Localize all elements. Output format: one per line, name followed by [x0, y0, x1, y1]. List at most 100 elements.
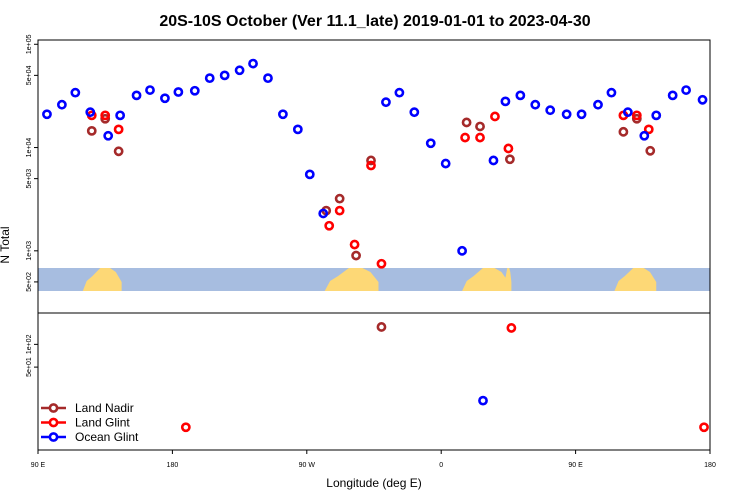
ocean-glint-point [145, 85, 155, 95]
ocean-glint-point [219, 70, 230, 81]
chart-title: 20S-10S October (Ver 11.1_late) 2019-01-… [159, 13, 590, 30]
ocean-glint-point [478, 395, 488, 406]
ocean-glint-point [651, 110, 662, 121]
land-mass-4 [614, 268, 657, 291]
land-nadir-point [475, 121, 485, 132]
land-glint-point [180, 422, 191, 433]
y-tick-label: 5e+01 [26, 357, 33, 377]
ocean-glint-point [488, 155, 499, 166]
land-nadir-point [461, 117, 472, 128]
x-axis-label: Longitude (deg E) [326, 476, 421, 490]
x-tick-label: 180 [167, 462, 179, 469]
land-glint-point [349, 239, 360, 250]
ocean-glint-point [697, 94, 708, 105]
ocean-glint-point [381, 97, 391, 108]
ocean-glint-point [576, 109, 587, 120]
ocean-glint-point [42, 109, 52, 120]
land-glint-point [366, 160, 376, 171]
ocean-glint-point [409, 107, 420, 118]
y-tick-label: 1e+04 [26, 138, 33, 158]
ocean-glint-point [115, 110, 126, 121]
x-tick-label: 90 E [568, 462, 583, 469]
land-glint-point [699, 422, 709, 433]
ocean-glint-point [278, 109, 288, 120]
land-glint-point [460, 132, 470, 143]
ocean-glint-point [681, 85, 692, 95]
ocean-glint-point [292, 124, 303, 135]
land-mass-2 [462, 268, 509, 291]
ocean-glint-point [160, 93, 170, 104]
y-tick-label: 5e+02 [26, 272, 33, 292]
land-glint-point [334, 205, 345, 216]
land-glint-point [506, 323, 517, 333]
ocean-glint-point [304, 169, 315, 180]
land-nadir-point [645, 145, 656, 156]
y-tick-label: 1e+02 [26, 334, 33, 354]
x-axis: 90 E 180 90 W 0 90 E 180 [31, 450, 716, 469]
ocean-glint-point [561, 109, 572, 120]
land-nadir-point [366, 155, 376, 166]
ocean-glint-point [394, 87, 405, 98]
land-nadir-point [618, 126, 629, 137]
land-glint-point [376, 258, 387, 269]
land-mass-1 [324, 268, 379, 291]
land-nadir-point [504, 154, 515, 165]
land-nadir-point [113, 146, 124, 157]
ocean-glint-point [318, 208, 329, 219]
legend-marker-land-glint [48, 417, 59, 428]
land-glint-point [475, 132, 485, 143]
ocean-glint-point [248, 58, 258, 69]
land-glint-point [490, 111, 500, 122]
y-tick-label: 1e+05 [26, 34, 33, 54]
legend-label-ocean-glint: Ocean Glint [75, 430, 139, 444]
bottom-panel: 5e+01 1e+02 [26, 312, 711, 451]
land-nadir-point [86, 125, 97, 136]
land-mass-3 [503, 268, 512, 291]
land-nadir-point [100, 113, 111, 124]
legend-marker-ocean-glint [48, 432, 59, 442]
ocean-glint-point [593, 99, 603, 110]
top-panel-points [42, 58, 708, 269]
land-glint-point [324, 220, 335, 231]
ocean-glint-point [56, 99, 67, 110]
ocean-glint-point [103, 130, 114, 141]
ocean-glint-point [622, 107, 633, 118]
ocean-glint-point [234, 65, 245, 76]
ocean-glint-point [131, 90, 142, 101]
legend-marker-land-nadir [48, 403, 59, 413]
x-tick-label: 180 [704, 462, 716, 469]
y-tick-label: 5e+03 [26, 169, 33, 189]
ocean-glint-point [263, 73, 273, 84]
land-strip [82, 268, 657, 291]
land-glint-point [643, 124, 654, 135]
bottom-y-axis: 5e+01 1e+02 [26, 334, 38, 377]
land-glint-point [100, 110, 111, 121]
land-nadir-point [334, 193, 345, 204]
ocean-glint-point [515, 90, 526, 101]
y-tick-label: 1e+03 [26, 241, 33, 261]
x-tick-label: 0 [439, 462, 443, 469]
ocean-glint-point [500, 96, 511, 107]
top-panel: 5e+02 1e+03 5e+03 1e+04 5e+04 1e+05 [26, 34, 711, 314]
bottom-panel-points [180, 322, 709, 433]
ocean-glint-point [85, 107, 96, 118]
ocean-glint-point [457, 245, 468, 256]
x-tick-label: 90 E [31, 462, 46, 469]
ocean-glint-point [440, 158, 451, 169]
x-tick-label: 90 W [299, 462, 316, 469]
ocean-glint-point [639, 130, 650, 141]
ocean-glint-point [189, 85, 200, 96]
land-mass-0 [82, 268, 122, 291]
land-glint-point [631, 110, 642, 121]
legend-label-land-glint: Land Glint [75, 416, 130, 430]
land-nadir-point [351, 250, 361, 261]
land-nadir-point [376, 322, 387, 332]
ocean-glint-point [545, 105, 556, 116]
ocean-glint-point [425, 138, 436, 149]
ocean-glint-point [530, 99, 541, 110]
top-y-axis: 5e+02 1e+03 5e+03 1e+04 5e+04 1e+05 [26, 34, 38, 292]
ocean-glint-point [173, 87, 184, 97]
bottom-panel-frame [37, 312, 711, 451]
